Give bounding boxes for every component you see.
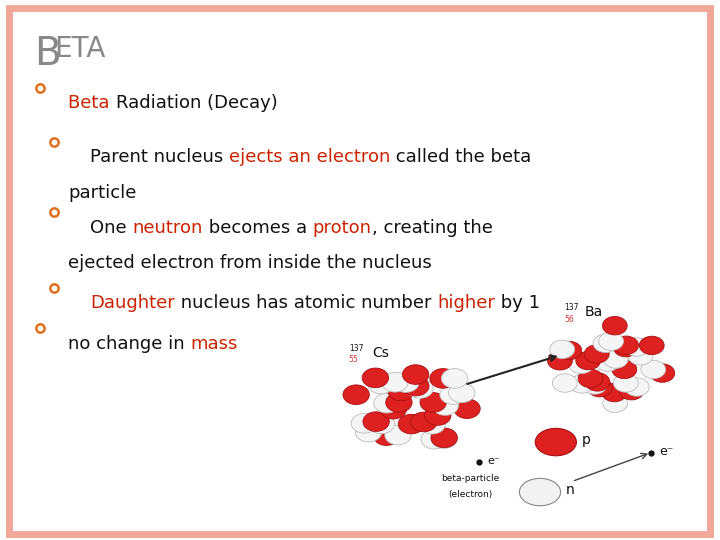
Circle shape	[624, 378, 649, 396]
Text: neutron: neutron	[132, 219, 203, 237]
Circle shape	[402, 376, 429, 396]
Circle shape	[628, 347, 653, 365]
Circle shape	[552, 374, 577, 392]
Circle shape	[380, 400, 407, 419]
Circle shape	[548, 352, 572, 370]
Text: p: p	[582, 433, 590, 447]
Circle shape	[603, 350, 628, 368]
Circle shape	[602, 383, 627, 402]
FancyBboxPatch shape	[9, 8, 710, 534]
Circle shape	[420, 393, 446, 412]
Text: ejects an electron: ejects an electron	[229, 148, 390, 166]
Circle shape	[343, 385, 369, 404]
Circle shape	[585, 373, 610, 391]
Circle shape	[368, 414, 395, 434]
Text: higher: higher	[437, 294, 495, 312]
Circle shape	[382, 373, 408, 392]
Circle shape	[613, 374, 638, 392]
Circle shape	[421, 429, 447, 449]
Circle shape	[431, 428, 457, 448]
Circle shape	[624, 338, 649, 356]
Circle shape	[440, 385, 467, 404]
Text: called the beta: called the beta	[390, 148, 531, 166]
Circle shape	[613, 336, 639, 354]
Text: mass: mass	[191, 335, 238, 353]
Circle shape	[454, 399, 480, 418]
Circle shape	[612, 360, 636, 379]
Circle shape	[388, 381, 414, 401]
Text: 137: 137	[564, 303, 579, 313]
Circle shape	[431, 429, 457, 448]
Circle shape	[582, 376, 607, 394]
Circle shape	[535, 428, 577, 456]
Circle shape	[410, 412, 437, 431]
Circle shape	[368, 374, 394, 394]
Text: B: B	[35, 35, 61, 73]
Circle shape	[432, 396, 459, 415]
Circle shape	[578, 369, 603, 388]
Circle shape	[386, 393, 412, 412]
Circle shape	[356, 422, 382, 442]
Circle shape	[603, 394, 628, 413]
Text: Ba: Ba	[585, 306, 603, 320]
Circle shape	[519, 478, 561, 506]
Text: beta-particle: beta-particle	[441, 474, 500, 483]
Text: no change in: no change in	[68, 335, 191, 353]
Text: e⁻: e⁻	[659, 445, 673, 458]
Circle shape	[402, 364, 429, 384]
Text: Parent nucleus: Parent nucleus	[90, 148, 229, 166]
Text: Cs: Cs	[373, 346, 390, 360]
Circle shape	[384, 426, 411, 445]
Circle shape	[351, 414, 377, 433]
Circle shape	[593, 334, 618, 353]
Circle shape	[374, 426, 400, 445]
Text: Beta: Beta	[68, 94, 116, 112]
Circle shape	[430, 369, 456, 388]
Circle shape	[595, 353, 620, 372]
Circle shape	[419, 414, 446, 434]
Circle shape	[570, 375, 595, 393]
Circle shape	[576, 352, 600, 370]
Text: (electron): (electron)	[449, 490, 492, 499]
Text: particle: particle	[68, 184, 137, 201]
Text: , creating the: , creating the	[372, 219, 492, 237]
Circle shape	[374, 394, 400, 413]
Circle shape	[585, 345, 609, 363]
Circle shape	[449, 383, 475, 403]
Circle shape	[557, 341, 582, 360]
Circle shape	[550, 340, 575, 359]
Circle shape	[392, 373, 419, 393]
Circle shape	[362, 368, 389, 388]
Text: One: One	[90, 219, 132, 237]
Text: 137: 137	[348, 343, 364, 353]
Circle shape	[398, 414, 425, 434]
Circle shape	[363, 412, 390, 431]
Text: nucleus has atomic number: nucleus has atomic number	[175, 294, 437, 312]
Text: by 1: by 1	[495, 294, 540, 312]
Circle shape	[441, 369, 468, 388]
Text: proton: proton	[312, 219, 372, 237]
Text: 56: 56	[564, 315, 575, 325]
Text: Daughter: Daughter	[90, 294, 175, 312]
Text: becomes a: becomes a	[203, 219, 312, 237]
Circle shape	[619, 381, 644, 400]
Circle shape	[407, 379, 433, 399]
Circle shape	[599, 332, 624, 350]
Circle shape	[639, 336, 664, 355]
Text: ETA: ETA	[54, 35, 105, 63]
Text: ejected electron from inside the nucleus: ejected electron from inside the nucleus	[68, 254, 432, 272]
Text: n: n	[566, 483, 575, 497]
Text: 55: 55	[348, 355, 359, 364]
Text: e⁻: e⁻	[487, 456, 500, 467]
Text: Radiation (Decay): Radiation (Decay)	[116, 94, 277, 112]
Circle shape	[613, 339, 638, 357]
Circle shape	[650, 364, 675, 382]
Circle shape	[569, 355, 594, 374]
Circle shape	[588, 379, 612, 397]
Circle shape	[425, 406, 451, 426]
Circle shape	[641, 360, 666, 379]
Circle shape	[603, 316, 627, 335]
